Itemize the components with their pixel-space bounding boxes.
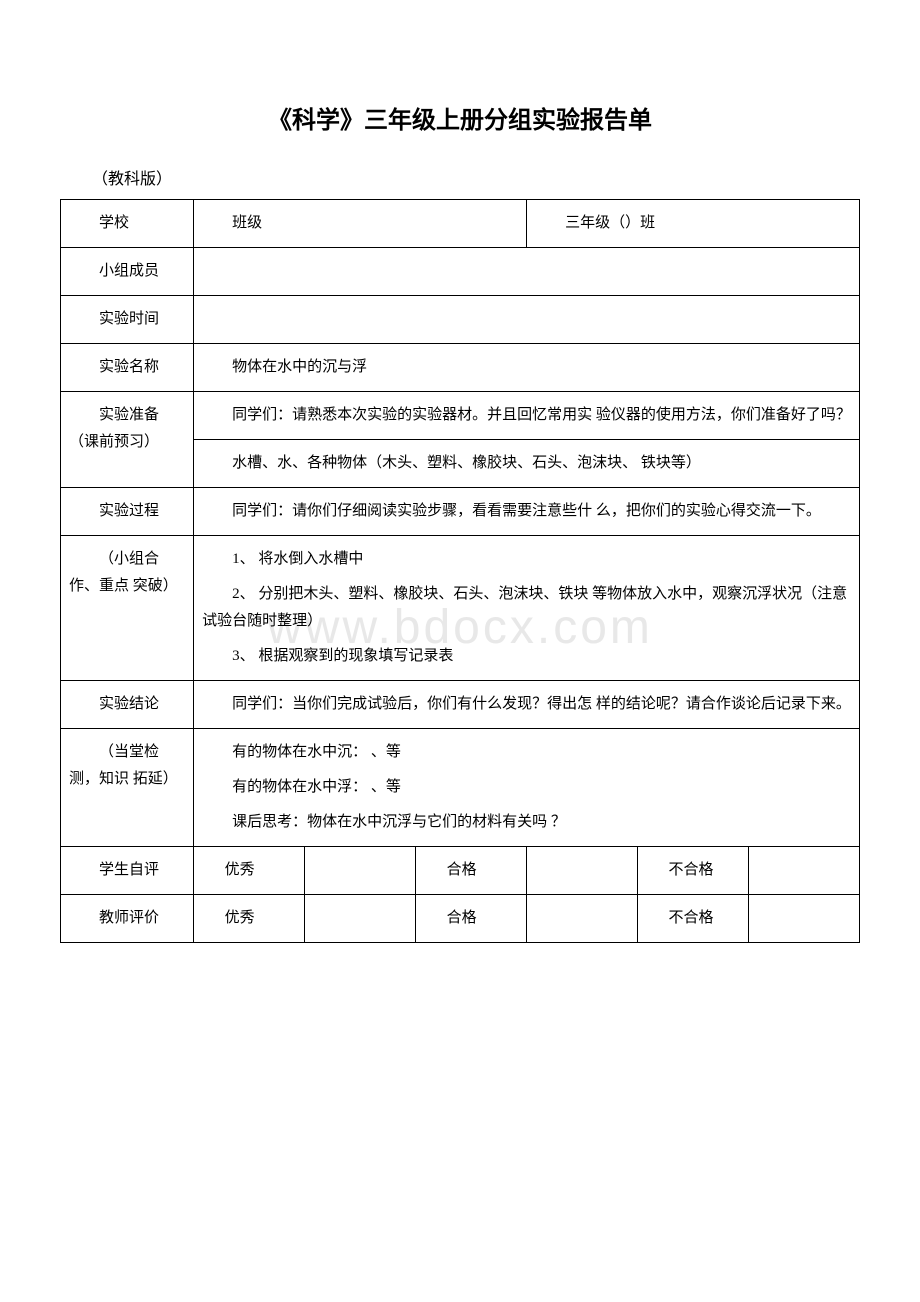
experiment-prep-label: 实验准备（课前预习）: [61, 392, 194, 488]
document-title: 《科学》三年级上册分组实验报告单: [60, 100, 860, 135]
student-excellent: 优秀: [194, 847, 305, 895]
table-row: 学校 班级 三年级（）班: [61, 200, 860, 248]
experiment-steps: 1、 将水倒入水槽中 2、 分别把木头、塑料、橡胶块、石头、泡沫块、铁块 等物体…: [194, 536, 860, 681]
table-row: 小组成员: [61, 248, 860, 296]
table-row: 实验结论 同学们：当你们完成试验后，你们有什么发现？得出怎 样的结论呢？请合作谈…: [61, 681, 860, 729]
step-1: 1、 将水倒入水槽中: [202, 546, 851, 573]
teacher-pass-check[interactable]: [527, 895, 638, 943]
experiment-process-label: 实验过程: [61, 488, 194, 536]
teacher-pass: 合格: [416, 895, 527, 943]
step-3: 3、 根据观察到的现象填写记录表: [202, 643, 851, 670]
teacher-eval-label: 教师评价: [61, 895, 194, 943]
table-row: （当堂检测，知识 拓延） 有的物体在水中沉： 、等 有的物体在水中浮： 、等 课…: [61, 729, 860, 847]
classroom-test-label: （当堂检测，知识 拓延）: [61, 729, 194, 847]
teacher-fail-check[interactable]: [749, 895, 860, 943]
document-subtitle: （教科版）: [60, 165, 860, 189]
experiment-process-content: 同学们：请你们仔细阅读实验步骤，看看需要注意些什 么，把你们的实验心得交流一下。: [194, 488, 860, 536]
student-excellent-check[interactable]: [305, 847, 416, 895]
teacher-excellent: 优秀: [194, 895, 305, 943]
school-label: 学校: [61, 200, 194, 248]
experiment-report-table: 学校 班级 三年级（）班 小组成员 实验时间 实验名称 物体在水中的沉与浮 实验…: [60, 199, 860, 943]
group-members-label: 小组成员: [61, 248, 194, 296]
after-class-thinking: 课后思考：物体在水中沉浮与它们的材料有关吗 ？: [202, 809, 851, 836]
table-row: （小组合作、重点 突破） 1、 将水倒入水槽中 2、 分别把木头、塑料、橡胶块、…: [61, 536, 860, 681]
table-row: 实验准备（课前预习） 同学们：请熟悉本次实验的实验器材。并且回忆常用实 验仪器的…: [61, 392, 860, 440]
class-label: 班级: [194, 200, 527, 248]
student-pass-check[interactable]: [527, 847, 638, 895]
sink-objects: 有的物体在水中沉： 、等: [202, 739, 851, 766]
classroom-test-content: 有的物体在水中沉： 、等 有的物体在水中浮： 、等 课后思考：物体在水中沉浮与它…: [194, 729, 860, 847]
experiment-conclusion-content: 同学们：当你们完成试验后，你们有什么发现？得出怎 样的结论呢？请合作谈论后记录下…: [194, 681, 860, 729]
table-row: 实验时间: [61, 296, 860, 344]
group-members-value: [194, 248, 860, 296]
step-2: 2、 分别把木头、塑料、橡胶块、石头、泡沫块、铁块 等物体放入水中，观察沉浮状况…: [202, 581, 851, 635]
table-row: 教师评价 优秀 合格 不合格: [61, 895, 860, 943]
experiment-time-label: 实验时间: [61, 296, 194, 344]
table-row: 学生自评 优秀 合格 不合格: [61, 847, 860, 895]
experiment-name-value: 物体在水中的沉与浮: [194, 344, 860, 392]
experiment-conclusion-label: 实验结论: [61, 681, 194, 729]
student-fail: 不合格: [638, 847, 749, 895]
teacher-excellent-check[interactable]: [305, 895, 416, 943]
teacher-fail: 不合格: [638, 895, 749, 943]
student-pass: 合格: [416, 847, 527, 895]
experiment-name-label: 实验名称: [61, 344, 194, 392]
experiment-prep-content1: 同学们：请熟悉本次实验的实验器材。并且回忆常用实 验仪器的使用方法，你们准备好了…: [194, 392, 860, 440]
grade-value: 三年级（）班: [527, 200, 860, 248]
experiment-time-value: [194, 296, 860, 344]
float-objects: 有的物体在水中浮： 、等: [202, 774, 851, 801]
student-self-eval-label: 学生自评: [61, 847, 194, 895]
table-row: 实验过程 同学们：请你们仔细阅读实验步骤，看看需要注意些什 么，把你们的实验心得…: [61, 488, 860, 536]
student-fail-check[interactable]: [749, 847, 860, 895]
group-work-label: （小组合作、重点 突破）: [61, 536, 194, 681]
table-row: 实验名称 物体在水中的沉与浮: [61, 344, 860, 392]
experiment-prep-content2: 水槽、水、各种物体（木头、塑料、橡胶块、石头、泡沫块、 铁块等）: [194, 440, 860, 488]
